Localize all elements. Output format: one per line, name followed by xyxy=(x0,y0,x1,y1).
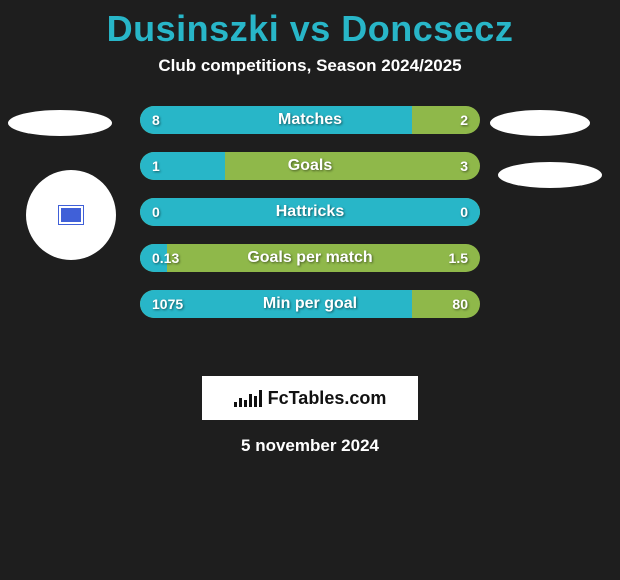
page-title: Dusinszki vs Doncsecz xyxy=(0,8,620,50)
bar-chart-icon xyxy=(234,389,262,407)
stat-row: 0.13 1.5Goals per match xyxy=(140,244,480,272)
stat-right-value: 1.5 xyxy=(449,244,468,272)
decor-ellipse xyxy=(490,110,590,136)
decor-ellipse xyxy=(498,162,602,188)
stat-left-fill xyxy=(140,198,480,226)
stat-right-value: 80 xyxy=(452,290,468,318)
brand-text: FcTables.com xyxy=(268,388,387,409)
decor-ellipse xyxy=(8,110,112,136)
flag-icon xyxy=(59,206,83,224)
brand-logo: FcTables.com xyxy=(202,376,418,420)
stat-bars: 82Matches13Goals00Hattricks0.131.5Goals … xyxy=(140,106,480,336)
stat-right-value: 0 xyxy=(460,198,468,226)
page-subtitle: Club competitions, Season 2024/2025 xyxy=(0,56,620,76)
stat-left-value: 8 xyxy=(152,106,160,134)
footer-date: 5 november 2024 xyxy=(0,436,620,456)
stat-row: 107580Min per goal xyxy=(140,290,480,318)
stat-label: Goals per match xyxy=(140,244,480,272)
team-badge-placeholder xyxy=(26,170,116,260)
stat-row: 00Hattricks xyxy=(140,198,480,226)
stat-right-value: 2 xyxy=(460,106,468,134)
stat-right-value: 3 xyxy=(460,152,468,180)
stat-left-value: 1075 xyxy=(152,290,183,318)
stat-row: 13Goals xyxy=(140,152,480,180)
stat-left-value: 0 xyxy=(152,198,160,226)
stat-row: 82Matches xyxy=(140,106,480,134)
stat-left-value: 1 xyxy=(152,152,160,180)
stat-left-fill xyxy=(140,106,412,134)
stat-left-value: 0.13 xyxy=(152,244,179,272)
